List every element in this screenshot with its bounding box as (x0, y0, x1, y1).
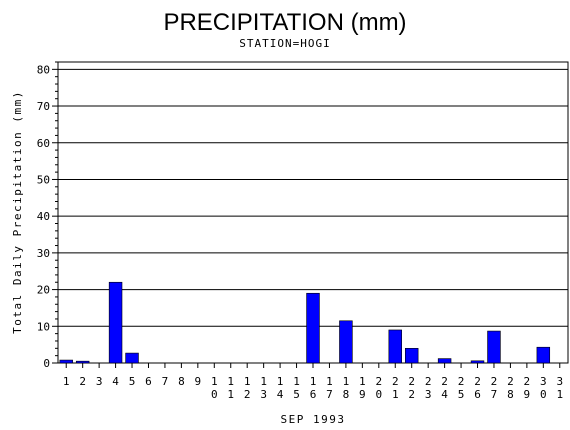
x-tick-label: 5 (129, 375, 136, 388)
bar-day-16 (306, 292, 320, 364)
bars (59, 281, 551, 364)
x-tick-label: 8 (178, 375, 185, 388)
x-axis-label: SEP 1993 (281, 413, 346, 426)
bar-day-5 (125, 352, 139, 364)
x-tick-label: 7 (162, 375, 169, 388)
x-tick-label: 9 (195, 375, 202, 388)
bar-day-26 (470, 360, 485, 364)
bar-day-1 (59, 359, 73, 364)
x-tick-label: 6 (145, 375, 152, 388)
x-tick-label: 1 (63, 375, 70, 388)
bar-day-22 (404, 348, 419, 364)
x-tick-label: 4 (112, 375, 119, 388)
y-tick-label: 20 (37, 284, 50, 297)
chart-subtitle: STATION=HOGI (239, 37, 330, 50)
chart-title: PRECIPITATION (mm) (163, 9, 406, 36)
y-tick-label: 0 (43, 357, 50, 370)
bar-day-24 (437, 358, 452, 364)
bar-day-4 (108, 281, 123, 364)
gridlines (58, 68, 568, 327)
y-tick-label: 80 (37, 63, 50, 76)
bar-day-2 (75, 360, 90, 364)
bar-day-30 (536, 346, 551, 364)
y-tick-label: 10 (37, 320, 50, 333)
y-tick-label: 60 (37, 137, 50, 150)
bar-day-21 (388, 329, 402, 364)
bar-day-18 (339, 320, 353, 364)
x-axis: 1 2 3 4 5 6 7 8 9 1 01 11 21 31 41 51 61 71 81 92 02 12 22 32 42… (63, 363, 563, 401)
y-axis-label: Total Daily Precipitation (mm) (11, 90, 24, 334)
y-tick-label: 30 (37, 247, 50, 260)
y-axis: 0 10 20 30 40 50 60 70 80 (37, 61, 58, 370)
x-tick-label: 2 (79, 375, 86, 388)
y-tick-label: 40 (37, 210, 50, 223)
y-tick-label: 70 (37, 100, 50, 113)
y-tick-label: 50 (37, 173, 50, 186)
x-tick-label: 3 (96, 375, 103, 388)
bar-day-27 (487, 330, 501, 364)
